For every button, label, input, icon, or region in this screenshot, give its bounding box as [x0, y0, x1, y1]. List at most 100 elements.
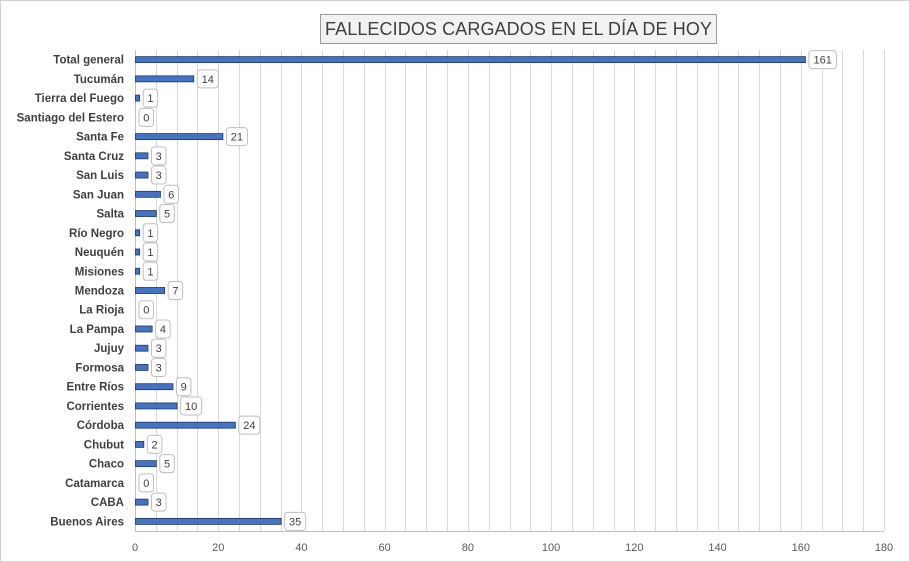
chart-title-box: FALLECIDOS CARGADOS EN EL DÍA DE HOY	[320, 14, 718, 44]
category-label: Santa Fe	[76, 132, 124, 144]
data-label-box	[196, 69, 219, 89]
category-label: Neuquén	[75, 247, 124, 259]
data-label: 3	[156, 151, 162, 163]
data-label: 2	[152, 439, 158, 451]
bar	[135, 248, 141, 256]
data-label-box	[163, 184, 179, 204]
bar	[135, 441, 145, 448]
data-label: 0	[143, 478, 149, 490]
category-label: La Rioja	[79, 305, 124, 317]
bar	[135, 460, 157, 468]
data-label-box	[225, 127, 248, 147]
data-label: 3	[156, 362, 162, 374]
x-tick-label: 140	[708, 542, 726, 554]
data-label-box	[167, 281, 184, 300]
data-label: 3	[156, 497, 162, 509]
x-tick-label: 120	[625, 542, 643, 554]
data-label-box	[150, 146, 167, 166]
data-label: 5	[164, 459, 170, 471]
bar	[135, 152, 149, 160]
data-label: 10	[185, 401, 197, 413]
bar	[135, 325, 153, 333]
data-label-box	[150, 165, 167, 185]
data-label: 1	[147, 266, 153, 278]
data-label: 0	[143, 112, 149, 124]
x-tick-label: 100	[542, 542, 560, 554]
data-label-box	[180, 396, 203, 416]
bar	[135, 267, 141, 275]
data-label: 5	[164, 209, 170, 221]
category-label: Santa Cruz	[64, 151, 124, 163]
bar	[135, 402, 178, 410]
bar	[135, 383, 174, 391]
x-tick-label: 60	[379, 542, 391, 554]
x-tick-label: 160	[792, 542, 810, 554]
data-label-box	[142, 242, 159, 262]
bar	[135, 133, 224, 140]
data-label: 1	[147, 93, 153, 105]
x-tick-label: 80	[462, 542, 474, 554]
data-label-box	[150, 357, 167, 377]
category-label: Jujuy	[94, 343, 125, 355]
data-label: 9	[181, 382, 187, 394]
category-label: Chaco	[89, 459, 124, 471]
data-label-box	[808, 50, 837, 70]
data-label-box	[142, 261, 159, 281]
data-label-box	[138, 300, 154, 320]
bar	[135, 75, 195, 83]
data-label: 161	[814, 55, 832, 67]
category-label: Catamarca	[65, 478, 124, 490]
category-label: Total general	[53, 55, 124, 67]
data-label: 1	[147, 247, 153, 259]
data-label-box	[150, 338, 167, 358]
category-label: Tierra del Fuego	[35, 93, 124, 105]
bar	[135, 364, 149, 371]
data-label: 6	[168, 189, 174, 201]
category-label: Entre Ríos	[66, 382, 124, 394]
x-tick-label: 0	[132, 542, 138, 554]
bar	[135, 344, 149, 352]
category-label: CABA	[91, 497, 124, 509]
data-label: 24	[243, 420, 255, 432]
data-label-box	[146, 434, 163, 454]
data-label-box	[159, 454, 175, 474]
data-label: 1	[147, 228, 153, 240]
category-label: Salta	[97, 209, 125, 221]
data-label: 3	[156, 170, 162, 182]
data-label-box	[138, 473, 154, 493]
category-label: La Pampa	[70, 324, 125, 336]
bar	[135, 498, 149, 506]
bar	[135, 229, 141, 237]
data-label: 7	[172, 286, 178, 298]
category-label: Buenos Aires	[50, 516, 124, 528]
category-label: San Juan	[73, 189, 124, 201]
x-tick-label: 20	[212, 542, 224, 554]
category-label: Córdoba	[77, 420, 125, 432]
category-label: Río Negro	[69, 228, 124, 240]
data-label-box	[238, 415, 261, 435]
category-label: Chubut	[84, 439, 124, 451]
data-label-box	[159, 204, 175, 224]
x-tick-label: 180	[875, 542, 893, 554]
bar	[135, 287, 166, 294]
data-label: 14	[202, 74, 214, 86]
category-label: Santiago del Estero	[17, 112, 124, 124]
data-label-box	[175, 377, 192, 397]
category-label: Misiones	[75, 266, 124, 278]
bar	[135, 171, 149, 179]
bar	[135, 421, 236, 429]
data-label-box	[142, 88, 159, 108]
data-label-box	[150, 492, 167, 512]
bar	[135, 94, 141, 102]
data-label-box	[284, 511, 307, 531]
data-label-box	[138, 107, 154, 127]
category-label: San Luis	[76, 170, 124, 182]
bar	[135, 517, 282, 525]
category-label: Tucumán	[74, 74, 124, 86]
chart-title: FALLECIDOS CARGADOS EN EL DÍA DE HOY	[325, 18, 713, 39]
category-label: Mendoza	[75, 286, 125, 298]
data-label-box	[142, 223, 159, 243]
data-label: 4	[160, 324, 166, 336]
bar	[135, 190, 161, 198]
